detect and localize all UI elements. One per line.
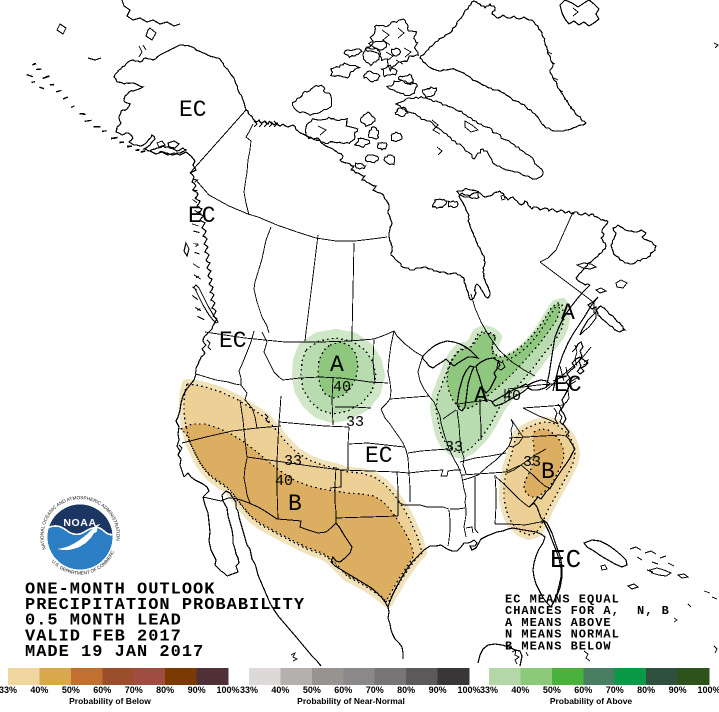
svg-text:90%: 90% (429, 685, 447, 695)
svg-text:80%: 80% (637, 685, 655, 695)
svg-text:N, B: N, B (637, 604, 670, 618)
svg-text:80%: 80% (156, 685, 174, 695)
svg-text:33: 33 (445, 439, 463, 456)
svg-text:33%: 33% (240, 685, 258, 695)
svg-text:50%: 50% (62, 685, 80, 695)
svg-text:B: B (288, 491, 302, 517)
svg-text:40%: 40% (511, 685, 529, 695)
svg-text:EC: EC (179, 97, 207, 123)
svg-text:50%: 50% (303, 685, 321, 695)
svg-text:A MEANS ABOVE: A MEANS ABOVE (505, 616, 612, 630)
svg-text:0.5 MONTH LEAD: 0.5 MONTH LEAD (25, 612, 182, 631)
svg-text:70%: 70% (606, 685, 624, 695)
svg-text:MADE 19 JAN 2017: MADE 19 JAN 2017 (25, 643, 204, 662)
svg-text:N MEANS NORMAL: N MEANS NORMAL (505, 628, 620, 642)
svg-text:40: 40 (503, 388, 521, 405)
svg-text:EC: EC (365, 443, 393, 469)
svg-text:40%: 40% (30, 685, 48, 695)
svg-text:33: 33 (284, 453, 302, 470)
svg-text:A: A (561, 300, 575, 326)
svg-text:100%: 100% (216, 685, 239, 695)
svg-text:A: A (330, 352, 344, 378)
svg-text:Probability of Above: Probability of Above (550, 696, 633, 706)
svg-text:100%: 100% (697, 685, 719, 695)
svg-text:60%: 60% (574, 685, 592, 695)
svg-text:70%: 70% (366, 685, 384, 695)
svg-text:80%: 80% (397, 685, 415, 695)
svg-text:CHANCES FOR A,: CHANCES FOR A, (505, 604, 620, 618)
svg-text:40%: 40% (271, 685, 289, 695)
svg-text:33: 33 (523, 454, 541, 471)
svg-text:40: 40 (275, 473, 293, 490)
svg-text:NOAA: NOAA (63, 517, 96, 529)
svg-text:B: B (541, 459, 555, 485)
svg-text:50%: 50% (543, 685, 561, 695)
svg-text:EC MEANS EQUAL: EC MEANS EQUAL (505, 593, 620, 607)
svg-text:33%: 33% (0, 685, 17, 695)
svg-text:90%: 90% (669, 685, 687, 695)
svg-text:VALID FEB 2017: VALID FEB 2017 (25, 627, 182, 646)
svg-text:EC: EC (188, 203, 216, 229)
svg-text:EC: EC (219, 328, 247, 354)
svg-text:60%: 60% (93, 685, 111, 695)
svg-text:EC: EC (550, 545, 581, 575)
svg-text:40: 40 (333, 379, 351, 396)
svg-text:ONE-MONTH OUTLOOK: ONE-MONTH OUTLOOK (25, 581, 215, 600)
svg-text:33%: 33% (480, 685, 498, 695)
svg-text:EC: EC (554, 372, 582, 398)
svg-text:100%: 100% (457, 685, 480, 695)
svg-text:A: A (474, 383, 488, 409)
svg-text:Probability of Below: Probability of Below (69, 696, 151, 706)
svg-text:PRECIPITATION PROBABILITY: PRECIPITATION PROBABILITY (25, 596, 305, 615)
svg-text:33: 33 (346, 414, 364, 431)
svg-text:Probability of Near-Normal: Probability of Near-Normal (297, 696, 405, 706)
svg-text:70%: 70% (125, 685, 143, 695)
svg-text:60%: 60% (334, 685, 352, 695)
svg-text:B MEANS BELOW: B MEANS BELOW (505, 639, 612, 653)
svg-text:90%: 90% (188, 685, 206, 695)
